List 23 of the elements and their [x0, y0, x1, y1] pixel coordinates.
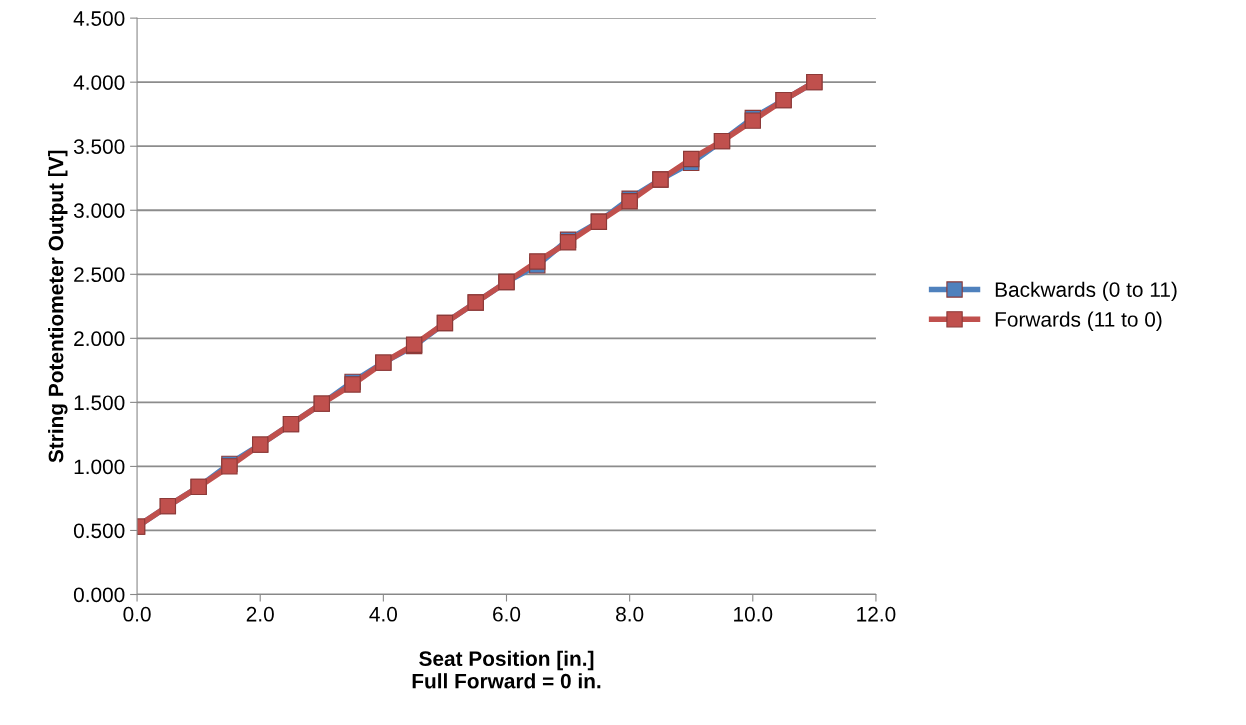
x-tick-label: 6.0	[493, 606, 521, 622]
x-tick-label: 2.0	[246, 606, 274, 622]
y-axis-title: String Potentiometer Output [V]	[48, 150, 68, 463]
y-tick-label: 0.000	[73, 587, 125, 603]
legend-label: Backwards (0 to 11)	[995, 281, 1177, 302]
x-tick-label: 0.0	[123, 606, 151, 622]
legend-label: Forwards (11 to 0)	[995, 311, 1162, 331]
x-tick-label: 12.0	[857, 606, 896, 622]
x-tick-label: 4.0	[369, 606, 398, 622]
x-tick-label: 8.0	[616, 606, 644, 622]
y-tick-label: 1.000	[74, 459, 125, 475]
x-axis-title: Seat Position [in.] Full Forward = 0 in.	[412, 650, 601, 689]
point	[529, 253, 546, 270]
point	[683, 150, 700, 168]
x-tick-label: 10.0	[734, 606, 773, 622]
y-tick-label: 3.500	[73, 139, 125, 154]
y-tick-label: 0.500	[73, 523, 125, 539]
y-tick-label: 3.000	[73, 203, 125, 218]
y-tick-label: 4.000	[73, 75, 125, 90]
y-tick-label: 2.500	[74, 267, 125, 283]
y-tick-label: 1.500	[74, 395, 125, 411]
y-tick-label: 4.500	[73, 11, 125, 26]
y-tick-label: 2.000	[74, 331, 125, 347]
